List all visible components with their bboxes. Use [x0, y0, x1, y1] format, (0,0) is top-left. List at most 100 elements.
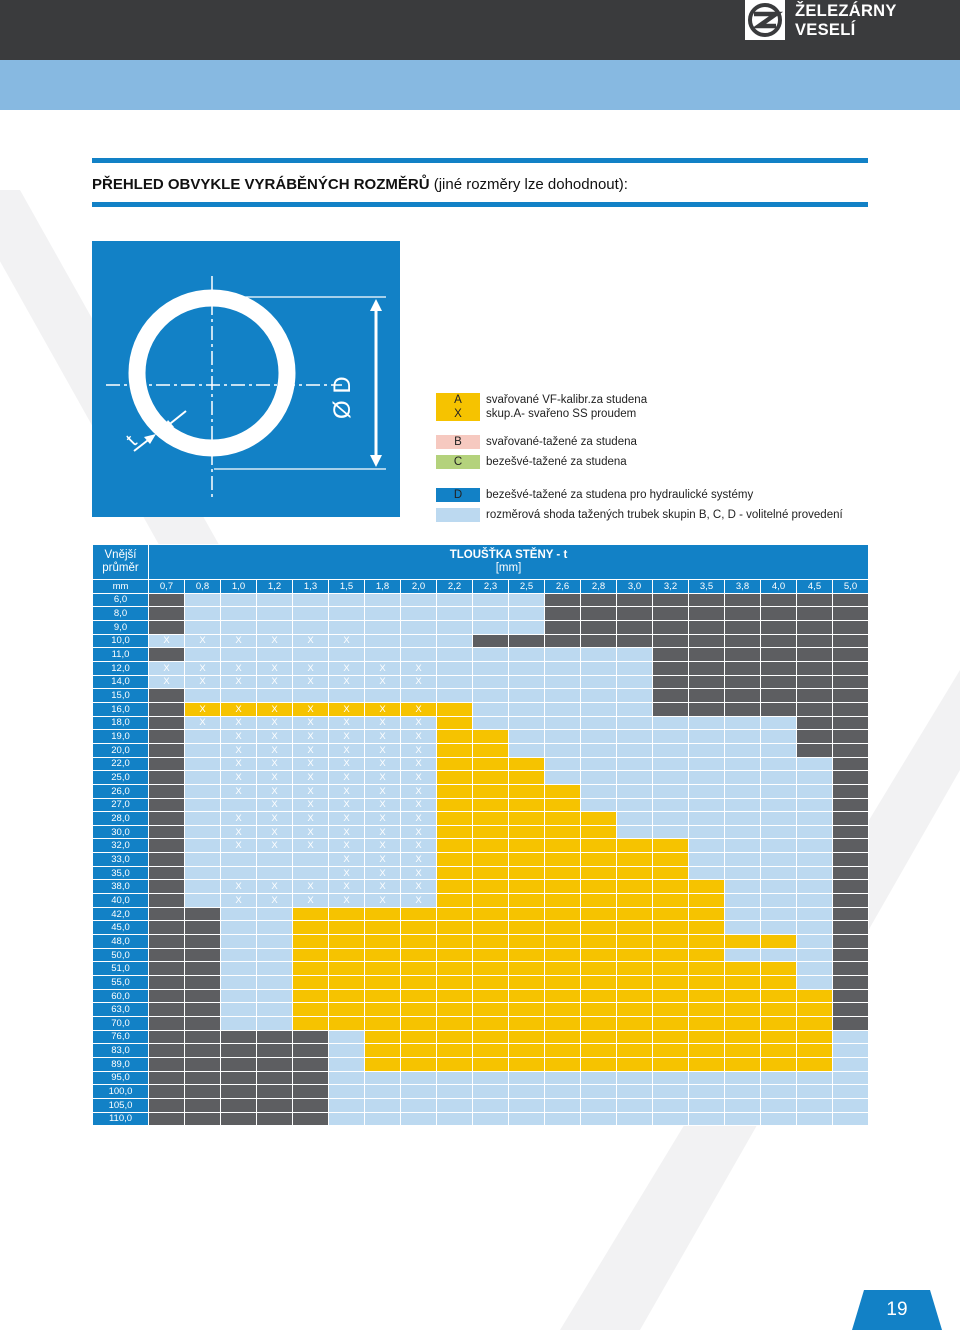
- cell-not-produced: [256, 1056, 293, 1072]
- cell-not-produced: [832, 961, 869, 977]
- wall-thickness-header: TLOUŠŤKA STĚNY - t [mm]: [148, 544, 869, 580]
- cell-not-produced: [832, 920, 869, 936]
- cell-welded: [472, 824, 509, 840]
- cell-marked-x: X: [256, 824, 293, 840]
- outer-diameter-cell: 70,0: [92, 1016, 149, 1031]
- cell-optional: [652, 1097, 689, 1113]
- cell-optional: [616, 647, 653, 662]
- cell-welded: [328, 1016, 365, 1031]
- cell-optional: [472, 701, 509, 717]
- cell-welded: [580, 824, 617, 840]
- cell-welded: [760, 988, 797, 1004]
- cell-not-produced: [832, 811, 869, 826]
- cell-marked-x: X: [256, 701, 293, 717]
- cell-not-produced: [148, 1084, 185, 1099]
- cell-not-produced: [832, 606, 869, 621]
- cell-optional: [796, 783, 833, 799]
- outer-diameter-cell: 26,0: [92, 783, 149, 799]
- cell-optional: [544, 647, 581, 662]
- cell-welded: [436, 1016, 473, 1031]
- cell-optional: [184, 783, 221, 799]
- outer-diameter-cell: 83,0: [92, 1043, 149, 1058]
- cell-welded: [508, 906, 545, 922]
- corner-line-1: Vnější: [104, 549, 137, 561]
- cell-optional: [724, 879, 761, 895]
- cell-welded: [400, 1029, 437, 1045]
- cell-welded: [508, 947, 545, 963]
- table-row: 100,0: [92, 1084, 869, 1099]
- cell-optional: [796, 852, 833, 867]
- cell-welded: [436, 961, 473, 977]
- cell-optional: [256, 647, 293, 662]
- cell-not-produced: [832, 852, 869, 867]
- cell-not-produced: [148, 742, 185, 758]
- cell-optional: [544, 715, 581, 731]
- wall-thickness-unit: [mm]: [495, 562, 522, 574]
- cell-not-produced: [544, 606, 581, 621]
- cell-optional: [328, 606, 365, 621]
- brand-line-2: VESELÍ: [795, 21, 856, 39]
- cell-welded: [436, 701, 473, 717]
- logo-mark-icon: [745, 0, 785, 40]
- cell-welded: [544, 947, 581, 963]
- cell-not-produced: [508, 633, 545, 649]
- cell-welded: [688, 893, 725, 908]
- outer-diameter-cell: 8,0: [92, 606, 149, 621]
- cell-welded: [508, 1043, 545, 1058]
- cell-welded: [760, 934, 797, 949]
- cell-not-produced: [652, 701, 689, 717]
- cell-optional: [508, 660, 545, 676]
- cell-welded: [328, 975, 365, 990]
- cell-welded: [688, 906, 725, 922]
- cell-optional: [760, 770, 797, 785]
- cell-optional: [796, 865, 833, 881]
- cell-not-produced: [148, 715, 185, 731]
- cell-welded: [796, 1016, 833, 1031]
- cell-marked-x: X: [364, 797, 401, 813]
- cell-optional: [688, 1097, 725, 1113]
- cell-not-produced: [688, 633, 725, 649]
- cell-optional: [652, 811, 689, 826]
- cell-optional: [580, 797, 617, 813]
- cell-not-produced: [796, 674, 833, 690]
- cell-welded: [580, 1002, 617, 1017]
- cell-marked-x: X: [220, 811, 257, 826]
- cell-welded: [580, 920, 617, 936]
- cell-welded: [796, 1029, 833, 1045]
- cell-welded: [400, 947, 437, 963]
- cell-welded: [616, 947, 653, 963]
- cell-not-produced: [184, 1043, 221, 1058]
- cell-optional: [544, 1097, 581, 1113]
- cell-welded: [508, 1029, 545, 1045]
- cell-not-produced: [148, 1016, 185, 1031]
- cell-optional: [832, 1084, 869, 1099]
- cell-not-produced: [148, 811, 185, 826]
- cell-welded: [508, 811, 545, 826]
- cell-not-produced: [832, 674, 869, 690]
- cell-optional: [652, 715, 689, 731]
- cell-welded: [292, 934, 329, 949]
- cell-marked-x: X: [256, 756, 293, 772]
- cell-not-produced: [796, 633, 833, 649]
- cell-not-produced: [724, 633, 761, 649]
- cell-welded: [652, 975, 689, 990]
- cell-optional: [256, 852, 293, 867]
- cell-welded: [652, 961, 689, 977]
- cell-optional: [688, 1070, 725, 1086]
- cell-optional: [616, 756, 653, 772]
- cell-not-produced: [652, 592, 689, 608]
- cell-welded: [616, 879, 653, 895]
- cell-optional: [796, 879, 833, 895]
- cell-optional: [508, 701, 545, 717]
- cell-welded: [688, 988, 725, 1004]
- cell-optional: [616, 701, 653, 717]
- cell-welded: [688, 1002, 725, 1017]
- outer-diameter-cell: 105,0: [92, 1097, 149, 1113]
- cell-marked-x: X: [256, 742, 293, 758]
- table-row: 27,0 X X X X X: [92, 797, 869, 813]
- cell-welded: [616, 893, 653, 908]
- cell-optional: [760, 1097, 797, 1113]
- table-row: 38,0 X X X X X X: [92, 879, 869, 895]
- cell-not-produced: [220, 1043, 257, 1058]
- cell-optional: [400, 592, 437, 608]
